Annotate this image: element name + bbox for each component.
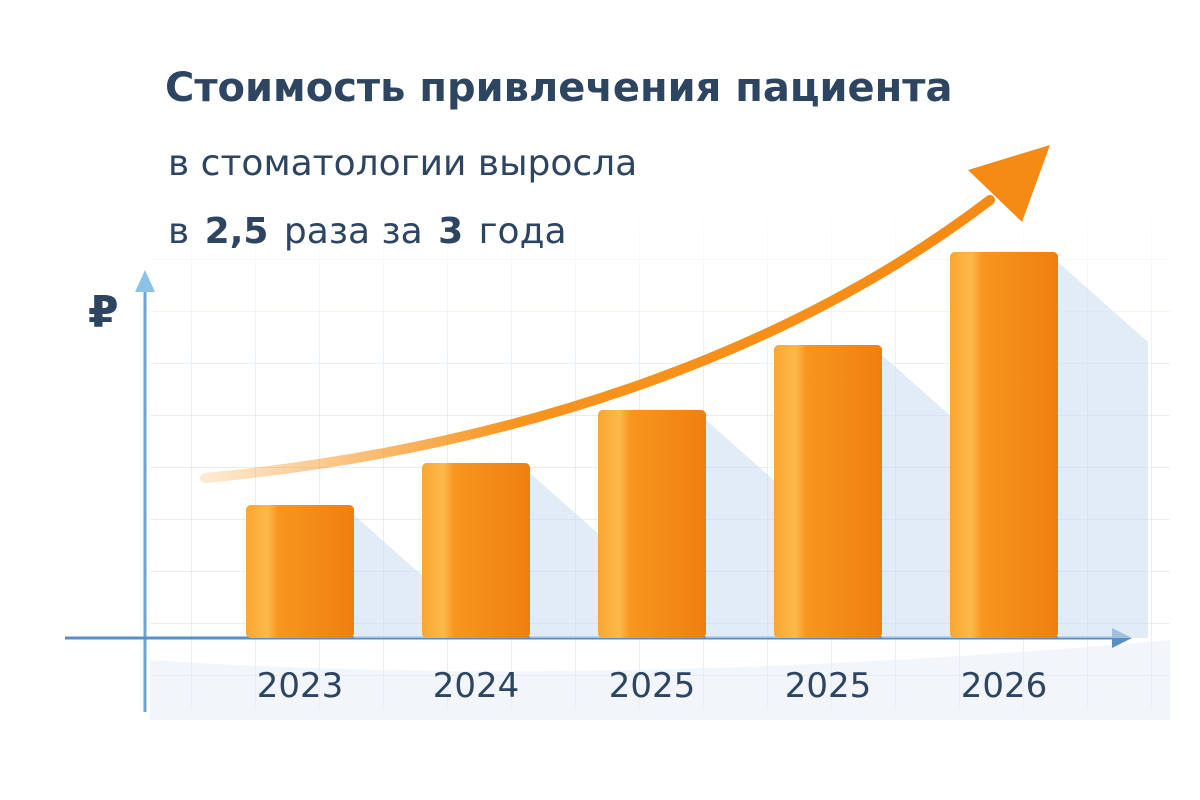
bar-shadow (1058, 262, 1148, 638)
bar-shadow (354, 515, 444, 638)
trend-arrow (200, 195, 995, 483)
x-tick-label: 2025 (785, 666, 872, 706)
chart-title: Стоимость привлечения пациента (165, 65, 952, 111)
bars (246, 252, 1148, 638)
chart-subtitle-2: в 2,5 раза за 3 года (168, 211, 567, 252)
trend-arrow-head (968, 145, 1050, 222)
x-tick-label: 2025 (609, 666, 696, 706)
subtitle-part: 2,5 (205, 211, 269, 252)
floor-shadow (150, 640, 1170, 720)
y-axis-label: ₽ (88, 287, 119, 338)
bar-shade (774, 345, 882, 638)
subtitle-part: в (168, 211, 189, 252)
subtitle-part: 3 (438, 211, 463, 252)
bar-shade (598, 410, 706, 638)
x-tick-label: 2026 (961, 666, 1048, 706)
x-tick-label: 2023 (257, 666, 344, 706)
x-tick-label: 2024 (433, 666, 520, 706)
subtitle-part: года (479, 211, 567, 252)
subtitle-part: раза за (284, 211, 423, 252)
chart-subtitle: в стоматологии выросла (168, 143, 637, 184)
bar-shade (246, 505, 354, 638)
bar-shade (422, 463, 530, 638)
bar-shadow (882, 355, 972, 638)
bar-shadow (706, 420, 796, 638)
y-axis-arrow (135, 270, 155, 292)
bar-shade (950, 252, 1058, 638)
bar-shadow (530, 473, 620, 638)
